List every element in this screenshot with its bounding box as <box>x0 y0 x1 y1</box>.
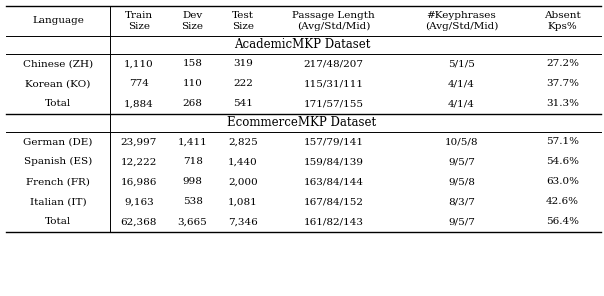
Text: Test
Size: Test Size <box>232 11 254 31</box>
Text: 167/84/152: 167/84/152 <box>304 197 364 206</box>
Text: 2,825: 2,825 <box>228 137 258 147</box>
Text: Absent
Kps%: Absent Kps% <box>544 11 580 31</box>
Text: 9/5/7: 9/5/7 <box>448 157 475 166</box>
Text: 115/31/111: 115/31/111 <box>304 79 364 89</box>
Text: 10/5/8: 10/5/8 <box>445 137 478 147</box>
Text: 4/1/4: 4/1/4 <box>448 79 475 89</box>
Text: 63.0%: 63.0% <box>546 177 579 186</box>
Text: Total: Total <box>45 218 71 226</box>
Text: Total: Total <box>45 99 71 108</box>
Text: 4/1/4: 4/1/4 <box>448 99 475 108</box>
Text: 62,368: 62,368 <box>121 218 157 226</box>
Text: 222: 222 <box>233 79 253 89</box>
Text: 3,665: 3,665 <box>178 218 207 226</box>
Text: 171/57/155: 171/57/155 <box>304 99 364 108</box>
Text: 163/84/144: 163/84/144 <box>304 177 364 186</box>
Text: 718: 718 <box>182 157 202 166</box>
Text: 37.7%: 37.7% <box>546 79 579 89</box>
Text: French (FR): French (FR) <box>26 177 90 186</box>
Text: 319: 319 <box>233 59 253 68</box>
Text: 1,110: 1,110 <box>124 59 153 68</box>
Text: 56.4%: 56.4% <box>546 218 579 226</box>
Text: 161/82/143: 161/82/143 <box>304 218 364 226</box>
Text: Chinese (ZH): Chinese (ZH) <box>23 59 93 68</box>
Text: AcademicMKP Dataset: AcademicMKP Dataset <box>234 38 370 52</box>
Text: German (DE): German (DE) <box>24 137 93 147</box>
Text: 217/48/207: 217/48/207 <box>304 59 364 68</box>
Text: 57.1%: 57.1% <box>546 137 579 147</box>
Text: Passage Length
(Avg/Std/Mid): Passage Length (Avg/Std/Mid) <box>292 11 375 31</box>
Text: 8/3/7: 8/3/7 <box>448 197 475 206</box>
Text: 1,440: 1,440 <box>228 157 258 166</box>
Text: 159/84/139: 159/84/139 <box>304 157 364 166</box>
Text: 2,000: 2,000 <box>228 177 258 186</box>
Text: Language: Language <box>32 16 84 25</box>
Text: 31.3%: 31.3% <box>546 99 579 108</box>
Text: 110: 110 <box>182 79 202 89</box>
Text: Italian (IT): Italian (IT) <box>30 197 86 206</box>
Text: EcommerceMKP Dataset: EcommerceMKP Dataset <box>228 116 376 129</box>
Text: 774: 774 <box>129 79 149 89</box>
Text: 12,222: 12,222 <box>121 157 157 166</box>
Text: 998: 998 <box>182 177 202 186</box>
Text: Dev
Size: Dev Size <box>182 11 204 31</box>
Text: Korean (KO): Korean (KO) <box>25 79 91 89</box>
Text: 541: 541 <box>233 99 253 108</box>
Text: 9/5/8: 9/5/8 <box>448 177 475 186</box>
Text: 7,346: 7,346 <box>228 218 258 226</box>
Text: 5/1/5: 5/1/5 <box>448 59 475 68</box>
Text: Train
Size: Train Size <box>125 11 153 31</box>
Text: 538: 538 <box>182 197 202 206</box>
Text: 157/79/141: 157/79/141 <box>304 137 364 147</box>
Text: 1,411: 1,411 <box>178 137 207 147</box>
Text: #Keyphrases
(Avg/Std/Mid): #Keyphrases (Avg/Std/Mid) <box>425 11 498 31</box>
Text: 16,986: 16,986 <box>121 177 157 186</box>
Text: 54.6%: 54.6% <box>546 157 579 166</box>
Text: 158: 158 <box>182 59 202 68</box>
Text: 268: 268 <box>182 99 202 108</box>
Text: 9,163: 9,163 <box>124 197 153 206</box>
Text: 9/5/7: 9/5/7 <box>448 218 475 226</box>
Text: Spanish (ES): Spanish (ES) <box>24 157 92 166</box>
Text: 42.6%: 42.6% <box>546 197 579 206</box>
Text: 23,997: 23,997 <box>121 137 157 147</box>
Text: 27.2%: 27.2% <box>546 59 579 68</box>
Text: 1,884: 1,884 <box>124 99 153 108</box>
Text: 1,081: 1,081 <box>228 197 258 206</box>
